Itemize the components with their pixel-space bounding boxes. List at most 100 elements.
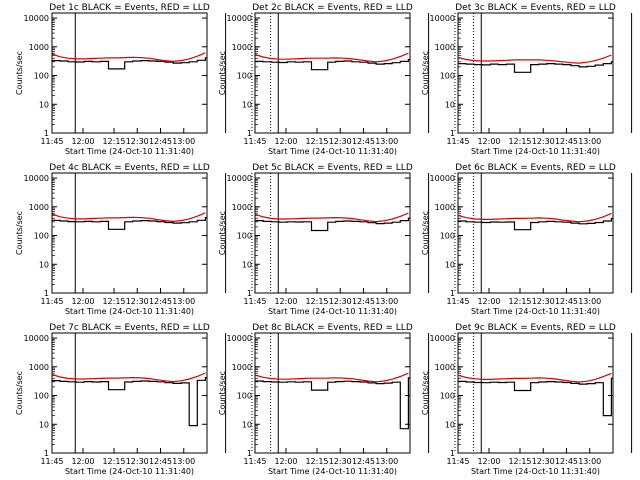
y-tick-label: 1000 [232, 363, 252, 372]
x-tick-label: 12:30 [126, 137, 149, 146]
x-tick-label: 12:15 [102, 137, 125, 146]
y-tick-label: 10 [39, 260, 49, 269]
plot-frame [457, 12, 614, 134]
y-tick-label: 1 [44, 129, 49, 138]
x-tick-label: 12:45 [352, 457, 375, 466]
y-tick-label: 10000 [430, 174, 455, 183]
y-tick-label: 100 [237, 392, 252, 401]
y-tick-label: 1 [44, 289, 49, 298]
y-tick-label: 1 [44, 449, 49, 458]
x-tick-label: 11:45 [446, 137, 469, 146]
x-tick-label: 13:00 [375, 457, 398, 466]
x-tick-label: 13:00 [375, 137, 398, 146]
detector-panel-9: Det 9c BLACK = Events, RED = LLD 1 10 100 10… [421, 323, 633, 476]
x-tick-label: 11:45 [40, 137, 63, 146]
x-tick-label: 12:30 [532, 137, 555, 146]
plot-frame [254, 12, 411, 134]
y-tick-label: 100 [34, 72, 49, 81]
y-tick-label: 10 [39, 420, 49, 429]
x-tick-label: 12:30 [532, 297, 555, 306]
y-tick-label: 1000 [435, 363, 455, 372]
x-tick-label: 12:00 [477, 137, 500, 146]
y-tick-label: 10000 [227, 14, 252, 23]
x-tick-label: 13:00 [375, 297, 398, 306]
x-axis-label: Start Time (24-Oct-10 11:31:40) [65, 467, 194, 476]
y-tick-label: 1 [247, 289, 252, 298]
y-tick-label: 1 [450, 289, 455, 298]
lld-series-line [254, 372, 409, 383]
events-series-line [458, 61, 613, 73]
detector-panel-3: Det 3c BLACK = Events, RED = LLD 1 10 100 10… [421, 3, 633, 156]
events-series-line [52, 217, 207, 230]
lld-series-line [457, 212, 612, 223]
detector-panel-5: Det 5c BLACK = Events, RED = LLD 1 10 100 10… [218, 163, 475, 316]
y-tick-label: 10 [39, 100, 49, 109]
x-tick-label: 13:00 [172, 297, 195, 306]
x-tick-label: 12:00 [274, 137, 297, 146]
detector-panel-8: Det 8c BLACK = Events, RED = LLD 1 10 100 10… [218, 323, 475, 476]
x-tick-label: 12:45 [555, 137, 578, 146]
panel-title: Det 9c BLACK = Events, RED = LLD [455, 323, 616, 333]
x-axis-label: Start Time (24-Oct-10 11:31:40) [268, 147, 397, 156]
plot-frame [457, 172, 614, 294]
y-tick-label: 1 [450, 449, 455, 458]
x-axis-label: Start Time (24-Oct-10 11:31:40) [471, 307, 600, 316]
events-series-line [52, 377, 207, 427]
events-series-line [255, 58, 410, 71]
x-tick-label: 12:00 [274, 457, 297, 466]
panel-title: Det 8c BLACK = Events, RED = LLD [252, 323, 413, 333]
y-tick-label: 10 [242, 420, 252, 429]
x-axis-label: Start Time (24-Oct-10 11:31:40) [65, 147, 194, 156]
y-tick-label: 10 [242, 260, 252, 269]
x-tick-label: 11:45 [243, 137, 266, 146]
y-tick-label: 1 [247, 129, 252, 138]
x-tick-label: 12:15 [508, 297, 531, 306]
x-tick-label: 12:15 [508, 457, 531, 466]
x-tick-label: 12:45 [555, 457, 578, 466]
y-tick-label: 1000 [29, 363, 49, 372]
y-axis-label: Counts/sec [218, 51, 227, 95]
y-tick-label: 10 [445, 100, 455, 109]
panel-title: Det 3c BLACK = Events, RED = LLD [455, 3, 616, 13]
x-tick-label: 11:45 [446, 297, 469, 306]
y-tick-label: 100 [34, 392, 49, 401]
lld-series-line [457, 372, 612, 383]
x-tick-label: 13:00 [578, 137, 601, 146]
x-tick-label: 12:30 [329, 297, 352, 306]
y-tick-label: 100 [34, 232, 49, 241]
detector-panel-7: Det 7c BLACK = Events, RED = LLD 1 10 100 10… [15, 323, 272, 476]
x-tick-label: 11:45 [40, 457, 63, 466]
y-tick-label: 10000 [227, 334, 252, 343]
panel-title: Det 1c BLACK = Events, RED = LLD [49, 3, 210, 13]
y-axis-label: Counts/sec [15, 211, 24, 255]
y-tick-label: 10000 [430, 14, 455, 23]
x-tick-label: 11:45 [243, 297, 266, 306]
detector-panel-4: Det 4c BLACK = Events, RED = LLD 1 10 100 10… [15, 163, 272, 316]
x-tick-label: 12:00 [71, 137, 94, 146]
x-tick-label: 12:45 [149, 137, 172, 146]
x-tick-label: 12:45 [352, 297, 375, 306]
y-tick-label: 1 [247, 449, 252, 458]
lld-series-line [254, 52, 409, 63]
y-tick-label: 1000 [435, 203, 455, 212]
x-tick-label: 13:00 [172, 137, 195, 146]
x-tick-label: 12:45 [555, 297, 578, 306]
y-tick-label: 100 [237, 72, 252, 81]
y-axis-label: Counts/sec [15, 371, 24, 415]
detector-panel-6: Det 6c BLACK = Events, RED = LLD 1 10 100 10… [421, 163, 633, 316]
x-tick-label: 12:30 [126, 457, 149, 466]
y-axis-label: Counts/sec [218, 371, 227, 415]
x-tick-label: 12:00 [274, 297, 297, 306]
x-tick-label: 12:45 [149, 297, 172, 306]
x-tick-label: 12:15 [305, 457, 328, 466]
y-tick-label: 100 [440, 232, 455, 241]
y-tick-label: 10000 [24, 14, 49, 23]
x-axis-label: Start Time (24-Oct-10 11:31:40) [65, 307, 194, 316]
x-tick-label: 12:30 [329, 137, 352, 146]
x-tick-label: 12:00 [477, 457, 500, 466]
detector-panel-1: Det 1c BLACK = Events, RED = LLD 1 10 100 10… [15, 3, 272, 156]
x-axis-label: Start Time (24-Oct-10 11:31:40) [268, 307, 397, 316]
plot-frame [51, 12, 208, 134]
x-tick-label: 12:00 [477, 297, 500, 306]
x-tick-label: 12:45 [352, 137, 375, 146]
